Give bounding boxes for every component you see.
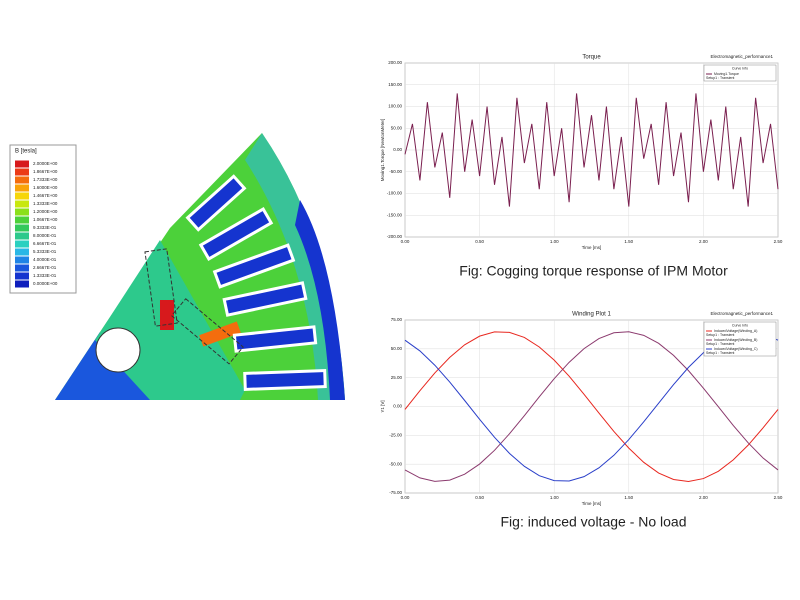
x-axis-label: Time [ms] [582,245,602,250]
legend-swatch [15,264,29,272]
legend-label: 1.6000E+00 [33,185,58,190]
chart-title: Torque [582,55,601,61]
legend-setup: Setup1 : Transient [706,333,734,337]
x-tick-label: 0.50 [475,495,484,500]
legend-label: InducedVoltage(Winding_B) [714,338,757,342]
x-tick-label: 1.00 [550,239,559,244]
legend-label: Moving1.Torque [714,72,739,76]
y-tick-label: 75.00 [391,317,403,322]
legend-label: 2.0000E+00 [33,161,58,166]
legend-label: 8.0000E-01 [33,233,57,238]
chart-title: Winding Plot 1 [572,312,611,318]
saturation-spot [160,300,174,330]
stator-slots [185,174,327,391]
legend-swatch [15,232,29,240]
y-tick-label: -50.00 [389,169,402,174]
y-tick-label: 0.00 [393,404,402,409]
legend-box [703,64,777,82]
y-tick-label: 50.00 [391,346,403,351]
series-line [404,93,779,207]
legend-swatch [15,280,29,288]
legend-swatch [15,176,29,184]
shaft-hole [95,327,141,373]
magnets [144,248,244,365]
series-line [404,331,779,482]
legend-setup: Setup1 : Transient [706,351,734,355]
x-tick-label: 1.50 [624,495,633,500]
legend-label: 1.7333E+00 [33,177,58,182]
legend-label: InducedVoltage(Winding_A) [714,329,757,333]
y-axis-label: Y1 [V] [380,400,385,412]
x-tick-label: 0.50 [475,239,484,244]
y-tick-label: 50.00 [391,125,403,130]
legend-swatch [15,200,29,208]
x-tick-label: 0.00 [401,239,410,244]
caption: Fig: induced voltage - No load [501,514,687,530]
y-tick-label: -100.00 [387,191,403,196]
x-tick-label: 2.50 [774,495,783,500]
y-tick-label: -75.00 [389,490,402,495]
legend-swatch [15,168,29,176]
x-axis-label: Time [ms] [582,501,602,506]
x-tick-label: 0.00 [401,495,410,500]
legend-label: 6.6667E-01 [33,241,57,246]
legend-swatch [15,272,29,280]
legend-swatch [15,248,29,256]
y-tick-label: -25.00 [389,433,402,438]
legend-title: B [tesla] [15,149,37,155]
legend-swatch [15,256,29,264]
y-tick-label: 0.00 [393,147,402,152]
legend-label: 9.3333E-01 [33,225,57,230]
series-line [404,331,779,482]
y-tick-label: 25.00 [391,375,403,380]
legend-label: 4.0000E-01 [33,257,57,262]
legend-label: InducedVoltage(Winding_C) [714,347,758,351]
x-tick-label: 1.00 [550,495,559,500]
flux-plot [55,133,345,400]
legend-label: 2.6667E-01 [33,265,57,270]
chart-subtitle: Electromagnetic_performance1 [710,54,773,59]
y-tick-label: 200.00 [388,60,402,65]
legend-label: 1.3333E+00 [33,201,58,206]
legend-label: 1.0667E+00 [33,217,58,222]
y-tick-label: 100.00 [388,104,402,109]
legend-label: 5.3333E-01 [33,249,57,254]
saturation-spot [199,321,241,347]
legend-label: 1.2000E+00 [33,209,58,214]
y-axis-label: Moving1.Torque [NewtonMeter] [380,119,385,182]
legend-label: 1.3333E-01 [33,273,57,278]
legend-swatch [15,192,29,200]
caption: Fig: Cogging torque response of IPM Moto… [459,263,728,279]
legend-swatch [15,208,29,216]
chart-subtitle: Electromagnetic_performance1 [710,311,773,316]
y-tick-label: 150.00 [388,82,402,87]
yoke-low-field [295,200,345,400]
legend-label: 1.8667E+00 [33,169,58,174]
legend-label: 1.4667E+00 [33,193,58,198]
legend-header: Curve Info [732,323,748,327]
legend-swatch [15,184,29,192]
legend-label: 0.0000E+00 [33,281,58,286]
legend-header: Curve Info [732,66,748,70]
y-tick-label: -200.00 [387,234,403,239]
x-tick-label: 1.50 [624,239,633,244]
x-tick-label: 2.50 [774,239,783,244]
x-tick-label: 2.00 [699,239,708,244]
legend-swatch [15,216,29,224]
y-tick-label: -150.00 [387,212,403,217]
y-tick-label: -50.00 [389,461,402,466]
legend-swatch [15,160,29,168]
x-tick-label: 2.00 [699,495,708,500]
yoke-region [245,133,345,400]
legend-box [703,321,777,357]
legend-setup: Setup1 : Transient [706,76,734,80]
legend-swatch [15,240,29,248]
legend-swatch [15,224,29,232]
legend-setup: Setup1 : Transient [706,342,734,346]
